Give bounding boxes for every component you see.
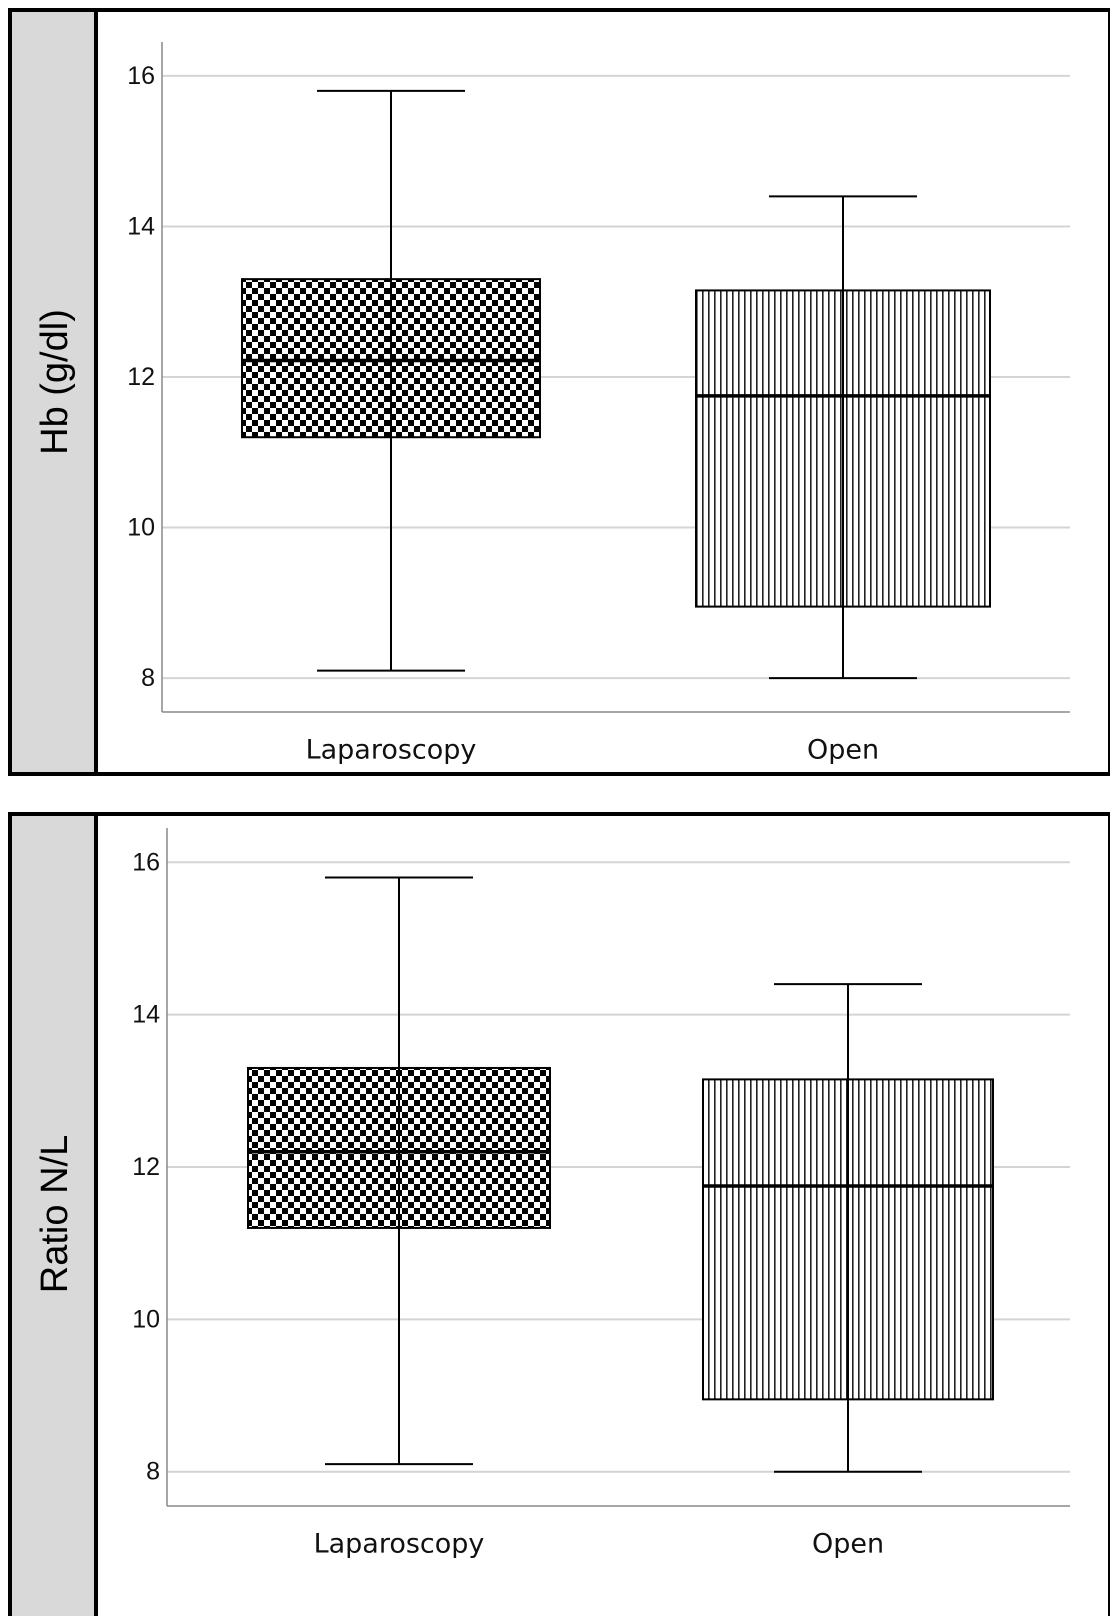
- panel-frame: [8, 812, 1110, 1616]
- ylabel-band: [10, 814, 96, 1616]
- panel-frame: [8, 8, 1110, 776]
- x-tick-label-open: Open: [812, 1529, 884, 1560]
- y-tick-label: 10: [127, 514, 155, 542]
- y-tick-label: 12: [132, 1153, 160, 1181]
- chart-svg-hb: Hb (g/dl) 8 10 12 14 16 Laparoscopy Open: [8, 8, 1110, 776]
- ylabel-band: [10, 10, 96, 774]
- chart-svg-ratio: Ratio N/L 8 10 12 14 16 Laparoscopy Open: [8, 812, 1110, 1616]
- y-tick-label: 8: [141, 664, 155, 692]
- y-tick-label: 8: [146, 1458, 160, 1486]
- chart-panel-ratio: Ratio N/L 8 10 12 14 16 Laparoscopy Open: [0, 806, 1110, 1616]
- chart-panel-hb: Hb (g/dl) 8 10 12 14 16 Laparoscopy Open: [0, 0, 1110, 780]
- x-tick-label-open: Open: [807, 735, 879, 766]
- y-tick-label: 14: [127, 212, 155, 240]
- y-axis-title: Hb (g/dl): [34, 309, 76, 455]
- x-tick-label-laparoscopy: Laparoscopy: [314, 1529, 485, 1560]
- y-tick-label: 16: [127, 62, 155, 90]
- y-tick-label: 16: [132, 848, 160, 876]
- y-axis-title: Ratio N/L: [34, 1135, 76, 1293]
- y-tick-label: 12: [127, 363, 155, 391]
- y-tick-label: 10: [132, 1305, 160, 1333]
- y-tick-label: 14: [132, 1001, 160, 1029]
- x-tick-label-laparoscopy: Laparoscopy: [306, 735, 477, 766]
